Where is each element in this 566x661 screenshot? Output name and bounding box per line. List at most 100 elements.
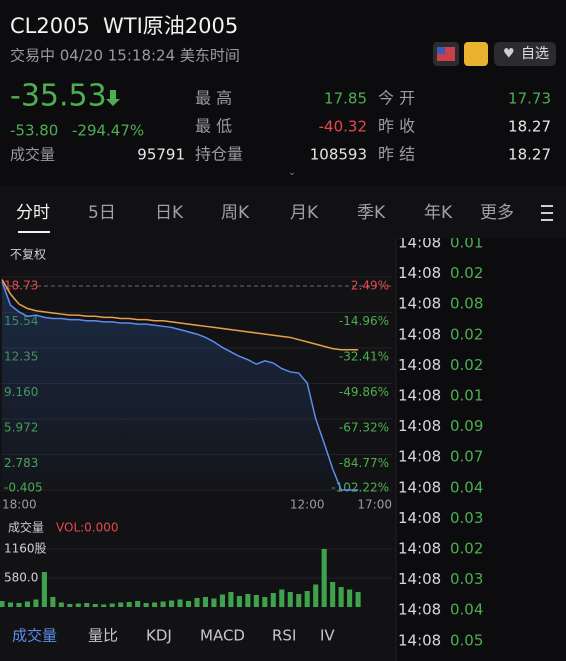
stat-label: 持仓量 [195,145,243,164]
volume-bar [296,594,302,607]
trade-time: 14:08 [398,234,441,252]
volume-bar [84,603,90,607]
volume-bar [287,592,293,607]
x-tick-label: 12:00 [290,498,325,512]
trade-time: 14:08 [398,295,441,313]
watch-label[interactable]: 自选 [521,46,549,62]
change: -53.80 [10,122,58,140]
volume-bar [135,601,141,607]
expand[interactable]: ⌄ [288,167,296,178]
volume-bar [245,594,251,607]
volume-label: 成交量 [10,146,55,164]
volume-bar [109,603,115,607]
tab[interactable]: 更多 [480,203,514,223]
stat-value: 18.27 [508,118,551,136]
tab[interactable]: 日K [155,203,184,223]
volume-indicator: VOL:0.000 [56,521,119,535]
volume-bar [347,589,353,607]
badge-icon[interactable] [464,42,488,66]
trade-price: 0.02 [450,356,483,374]
trade-time: 14:08 [398,570,441,588]
volume-bar [118,602,124,607]
stat-label: 今 开 [378,89,415,108]
x-tick-label: 17:00 [357,498,392,512]
volume-bar [279,589,285,607]
volume-bar [41,572,47,607]
status: 交易中 04/20 15:18:24 美东时间 [10,47,240,65]
trade-price: 0.02 [450,540,483,558]
volume-bar [92,604,98,607]
tab[interactable]: 分时 [16,203,50,223]
volume-bar [236,596,242,607]
adjust-label[interactable]: 不复权 [10,248,46,262]
stat-value: 108593 [310,146,367,164]
y2-tick-label: 2.49% [351,279,389,293]
volume-bar [228,592,234,607]
volume-bar [152,602,158,607]
volume-bar [253,595,259,607]
y2-tick-label: -49.86% [339,385,389,399]
indicator-tab[interactable]: KDJ [146,627,172,645]
tab[interactable]: 5日 [88,203,116,223]
menu-icon[interactable] [541,205,553,221]
x-tick-label: 18:00 [2,498,37,512]
y2-tick-label: -84.77% [339,456,389,470]
trade-list: 14:08 0.01 14:08 0.02 14:08 0.08 14:08 0.02 14:0… [398,234,483,649]
watch-button[interactable] [494,42,556,66]
trade-price: 0.02 [450,264,483,282]
volume: 95791 [137,146,185,164]
stat-label: 最 低 [195,117,232,136]
trade-time: 14:08 [398,325,441,343]
volume-title: 成交量 [8,520,44,535]
trade-time: 14:08 [398,601,441,619]
stat-label: 昨 收 [378,117,415,136]
heart-icon: ♥ [503,47,515,62]
indicator-tab[interactable]: RSI [272,627,296,645]
y2-tick-label: -67.32% [339,421,389,435]
stat-label: 昨 结 [378,145,415,164]
volume-bar [67,604,73,607]
volume-bar [126,602,132,607]
volume-bar [338,587,344,607]
tab[interactable]: 年K [424,203,453,223]
trade-price: 0.07 [450,448,483,466]
trade-price: 0.01 [450,387,483,405]
volume-bar [16,603,22,607]
trade-price: 0.08 [450,295,483,313]
volume-bar [24,601,30,607]
volume-bar [0,601,5,607]
volume-bar [194,598,200,607]
stat-value: 17.85 [324,90,367,108]
volume-bar [202,597,209,607]
indicator-tab[interactable]: 量比 [88,627,118,645]
trade-price: 0.01 [450,234,483,252]
trade-price: 0.09 [450,417,483,435]
volume-bar [33,599,39,607]
volume-bar [143,603,149,607]
indicator-tab[interactable]: MACD [200,627,245,645]
name: WTI原油2005 [103,14,238,38]
trade-price: 0.04 [450,478,483,496]
indicator-tab[interactable]: IV [320,627,335,645]
trade-time: 14:08 [398,631,441,649]
tab[interactable]: 季K [357,203,386,223]
trade-price: 0.04 [450,601,483,619]
trade-price: 0.03 [450,570,483,588]
y-tick-label: 580.0 [4,571,38,585]
volume-bar [330,582,336,607]
trade-time: 14:08 [398,478,441,496]
tab[interactable]: 周K [221,203,250,223]
volume-bar [219,594,225,607]
tab[interactable]: 月K [290,203,319,223]
price-line [1,279,359,351]
trade-price: 0.05 [450,631,483,649]
volume-bar [211,598,217,607]
volume-bar [304,591,310,607]
trade-time: 14:08 [398,417,441,435]
stat-value: 18.27 [508,146,551,164]
indicator-tab[interactable]: 成交量 [12,627,57,645]
trade-price: 0.02 [450,325,483,343]
volume-bar [185,601,192,607]
